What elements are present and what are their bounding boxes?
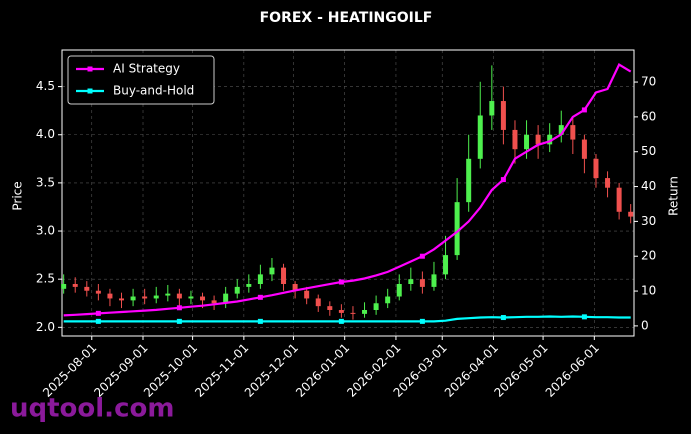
- candle-body: [419, 279, 425, 287]
- candle-body: [408, 279, 414, 284]
- candle-body: [605, 178, 611, 188]
- return-line: [63, 63, 632, 317]
- candle-body: [107, 293, 113, 299]
- candle-body: [211, 300, 217, 304]
- candle-body: [512, 129, 518, 150]
- legend-label: Buy-and-Hold: [113, 84, 194, 98]
- candle-body: [223, 293, 229, 304]
- line-marker: [500, 177, 506, 183]
- line-marker: [581, 107, 587, 113]
- line-marker: [257, 294, 263, 300]
- line-marker: [500, 315, 506, 321]
- candle-body: [234, 286, 240, 294]
- line-marker: [419, 253, 425, 259]
- candle-body: [292, 284, 298, 291]
- chart-title: FOREX - HEATINGOILF: [260, 10, 433, 26]
- candle-body: [454, 202, 460, 256]
- plot-frame: [61, 49, 635, 337]
- candle-body: [84, 286, 90, 291]
- candle-body: [558, 125, 564, 135]
- y2-tick-label: 50: [641, 144, 656, 158]
- legend-marker: [87, 88, 93, 94]
- candle-body: [304, 290, 310, 299]
- candle-body: [338, 310, 344, 313]
- candle-body: [176, 293, 182, 299]
- y2-tick-label: 0: [641, 318, 649, 332]
- candle-body: [130, 296, 136, 301]
- candle-body: [350, 312, 356, 314]
- x-tick-label: 2025-10-01: [141, 341, 200, 400]
- y2-tick-label: 30: [641, 214, 656, 228]
- candle-body: [200, 296, 206, 301]
- x-tick-label: 2026-01-01: [293, 341, 352, 400]
- y2-axis-label: Return: [667, 176, 681, 216]
- candle-body: [119, 298, 125, 301]
- y-tick-label: 3.5: [36, 175, 55, 189]
- legend: AI Strategy Buy-and-Hold: [67, 55, 215, 105]
- candle-body: [72, 284, 78, 287]
- candle-body: [142, 296, 148, 299]
- candle-body: [628, 211, 634, 217]
- line-marker: [338, 279, 344, 285]
- x-tick-label: 2025-12-01: [242, 341, 301, 400]
- candle-body: [95, 290, 101, 294]
- candle-body: [257, 274, 263, 284]
- candle-body: [315, 298, 321, 307]
- legend-label: AI Strategy: [113, 62, 180, 76]
- candle-body: [188, 296, 194, 299]
- line-marker: [95, 310, 101, 316]
- line-marker: [176, 305, 182, 311]
- y2-tick-label: 60: [641, 109, 656, 123]
- candle-body: [327, 306, 333, 310]
- y2-tick-label: 40: [641, 179, 656, 193]
- x-tick-label: 2025-08-01: [40, 341, 99, 400]
- candle-body: [362, 310, 368, 314]
- y-axis-label: Price: [11, 181, 25, 210]
- candle-body: [500, 101, 506, 130]
- line-marker: [176, 318, 182, 324]
- return-line: [63, 315, 631, 323]
- candle-body: [153, 295, 159, 299]
- candle-body: [593, 158, 599, 179]
- candle-body: [524, 134, 530, 150]
- y-tick-label: 4.0: [36, 127, 55, 141]
- candle-body: [396, 284, 402, 297]
- legend-box: [67, 55, 215, 105]
- y2-tick-label: 20: [641, 249, 656, 263]
- y-tick-label: 2.5: [36, 272, 55, 286]
- y2-tick-label: 70: [641, 75, 656, 89]
- line-marker: [581, 314, 587, 320]
- y2-tick-label: 10: [641, 284, 656, 298]
- candle-body: [616, 187, 622, 212]
- candle-body: [431, 274, 437, 287]
- x-tick-label: 2026-06-01: [543, 341, 602, 400]
- y-tick-label: 4.5: [36, 79, 55, 93]
- candle-body: [466, 158, 472, 203]
- line-marker: [257, 318, 263, 324]
- line-marker: [419, 318, 425, 324]
- candle-body: [477, 115, 483, 159]
- watermark: uqtool.com: [10, 394, 174, 424]
- candle-body: [443, 255, 449, 275]
- x-tick-label: 2026-05-01: [491, 341, 550, 400]
- candle-body: [165, 293, 171, 296]
- candle-body: [269, 267, 275, 275]
- candle-body: [246, 284, 252, 287]
- candle-body: [385, 296, 391, 304]
- candle-body: [535, 134, 541, 145]
- candle-body: [570, 125, 576, 140]
- candle-body: [547, 134, 553, 145]
- y-tick-label: 3.0: [36, 224, 55, 238]
- line-marker: [95, 318, 101, 324]
- candle-body: [581, 139, 587, 159]
- candle-body: [281, 267, 287, 284]
- candle-body: [61, 284, 67, 289]
- line-marker: [338, 318, 344, 324]
- y-tick-label: 2.0: [36, 320, 55, 334]
- candle-body: [373, 303, 379, 310]
- legend-marker: [87, 66, 93, 72]
- candle-body: [489, 101, 495, 116]
